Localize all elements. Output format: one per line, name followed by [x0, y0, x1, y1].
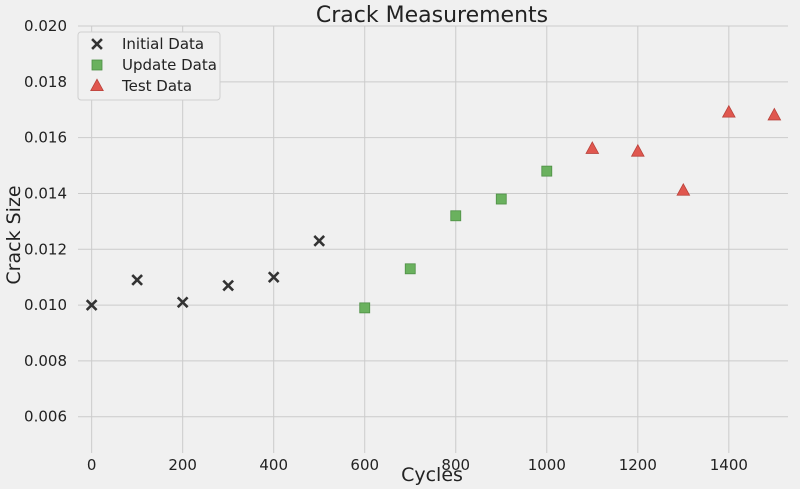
legend: Initial Data Update Data Test Data: [77, 31, 221, 101]
legend-marker-initial-data: [91, 38, 103, 50]
legend-marker-test-data: [90, 78, 104, 92]
test-data-point: [676, 183, 691, 196]
initial-data-point: [85, 299, 98, 311]
y-tick-label: 0.008: [24, 352, 67, 370]
y-tick-label: 0.010: [24, 296, 67, 314]
legend-label-initial-data: Initial Data: [122, 35, 204, 53]
initial-data-point: [313, 235, 326, 247]
initial-data-point: [131, 274, 144, 286]
update-data-point: [359, 302, 371, 314]
marker-stroke: [85, 299, 98, 311]
update-data-point: [495, 193, 507, 205]
chart-title: Crack Measurements: [316, 3, 548, 28]
x-tick-label: 800: [441, 456, 470, 474]
initial-data-point: [176, 296, 189, 309]
tick-labels: 0 200 400 600 800 1000 1200 1400 0.006 0.008 0.010…: [24, 17, 748, 474]
marker-stroke: [313, 235, 326, 247]
y-tick-label: 0.006: [24, 408, 67, 426]
marker-stroke: [91, 38, 103, 50]
y-axis-label: Crack Size: [3, 185, 25, 284]
x-tick-label: 200: [168, 456, 197, 474]
test-data-point: [585, 141, 600, 154]
legend-box: [77, 31, 221, 101]
initial-data-point: [267, 271, 280, 284]
x-tick-label: 1400: [710, 456, 748, 474]
data-points: [85, 104, 782, 314]
legend-label-update-data: Update Data: [122, 56, 217, 74]
x-tick-label: 400: [259, 456, 288, 474]
legend-label-test-data: Test Data: [121, 77, 192, 95]
marker-stroke: [176, 296, 189, 309]
marker-stroke: [222, 279, 235, 292]
marker-stroke: [267, 271, 280, 284]
x-tick-label: 600: [350, 456, 379, 474]
x-tick-label: 0: [87, 456, 97, 474]
test-data-point: [767, 107, 782, 121]
x-axis-label: Cycles: [401, 464, 463, 486]
initial-data-point: [222, 279, 235, 292]
update-data-point: [404, 263, 416, 275]
legend-marker-update-data: [91, 59, 103, 71]
y-tick-label: 0.016: [24, 129, 67, 147]
marker-stroke: [131, 274, 144, 286]
y-tick-label: 0.014: [24, 184, 67, 202]
y-tick-label: 0.012: [24, 240, 67, 258]
x-tick-label: 1000: [528, 456, 566, 474]
test-data-point: [721, 104, 736, 118]
update-data-point: [541, 165, 553, 177]
y-tick-label: 0.018: [24, 73, 67, 91]
y-tick-label: 0.020: [24, 17, 67, 35]
test-data-point: [630, 143, 645, 157]
grid-lines: [78, 25, 788, 453]
x-tick-label: 1200: [619, 456, 657, 474]
update-data-point: [450, 210, 462, 222]
